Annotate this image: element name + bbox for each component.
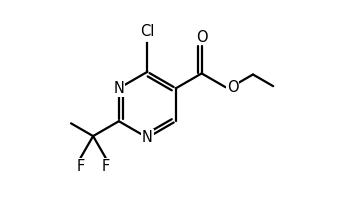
Text: O: O: [196, 30, 208, 45]
Text: F: F: [76, 159, 84, 174]
Text: N: N: [113, 81, 124, 96]
Text: O: O: [227, 80, 238, 95]
Text: N: N: [142, 130, 153, 145]
Text: Cl: Cl: [140, 24, 155, 39]
Text: F: F: [102, 159, 110, 174]
